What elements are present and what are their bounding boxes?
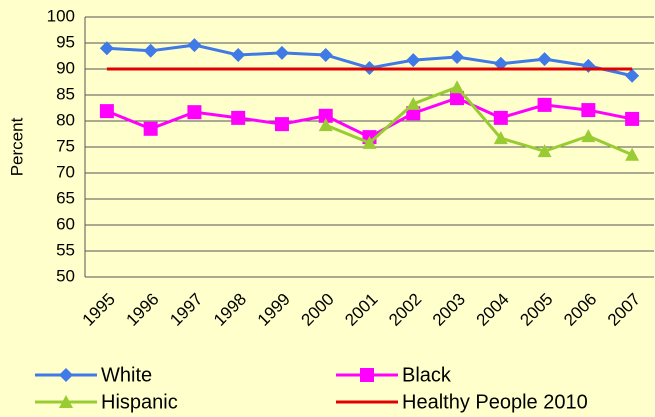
marker [318,108,333,123]
y-tick-label: 80 [56,110,75,129]
marker [493,110,508,125]
y-tick-label: 65 [56,188,75,207]
y-tick-label: 85 [56,84,75,103]
marker [274,117,289,132]
marker [625,68,640,83]
marker [450,91,465,106]
y-tick-label: 60 [56,214,75,233]
marker [59,395,73,408]
y-tick-label: 100 [47,6,75,25]
marker [318,118,333,132]
y-axis-label: Percent [7,117,26,176]
y-tick-label: 90 [56,58,75,77]
marker [625,147,640,161]
series-line [325,85,633,157]
marker [274,45,289,60]
marker [450,50,465,65]
y-tick-label: 70 [56,162,75,181]
marker [537,144,552,158]
marker [493,56,508,71]
marker [99,41,114,56]
y-tick-label: 95 [56,32,75,51]
marker [537,97,552,112]
marker [581,129,596,143]
marker [360,368,374,382]
marker [450,80,465,94]
marker [493,131,508,145]
marker [406,53,421,68]
marker [143,43,158,58]
marker [99,104,114,119]
marker [231,47,246,62]
marker [318,47,333,62]
marker [581,103,596,118]
marker [231,110,246,125]
y-tick-label: 50 [56,266,75,285]
legend-label: Healthy People 2010 [402,391,588,413]
y-tick-label: 75 [56,136,75,155]
y-tick-label: 55 [56,240,75,259]
legend-label: White [101,364,152,386]
marker [143,121,158,136]
marker [362,135,377,149]
legend-label: Black [402,364,452,386]
marker [187,105,202,120]
marker [187,38,202,53]
marker [537,52,552,67]
marker [406,96,421,110]
marker [59,368,73,382]
marker [625,111,640,126]
legend-label: Hispanic [101,391,178,413]
